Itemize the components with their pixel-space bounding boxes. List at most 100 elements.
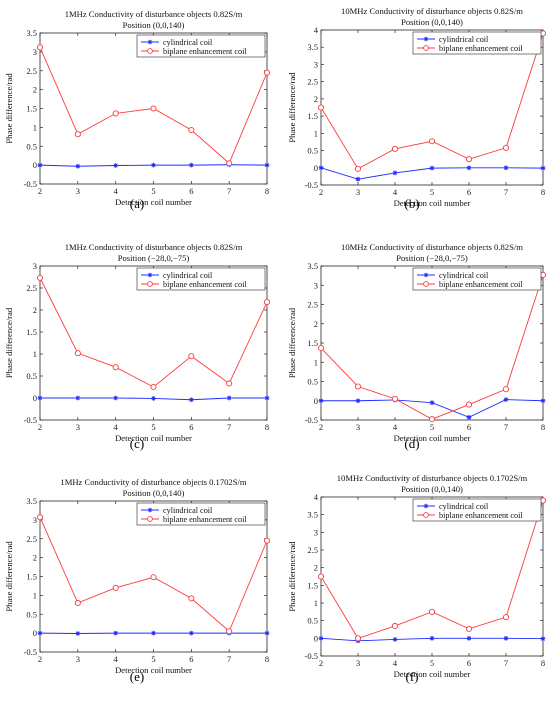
x-tick-label: 6 (189, 654, 193, 664)
data-point-0-3 (429, 165, 435, 171)
legend-box (412, 31, 542, 55)
legend-marker-0 (423, 272, 429, 278)
data-point-0-4 (466, 635, 472, 641)
legend-label-0: cylindrical coil (163, 38, 213, 47)
legend-box (136, 267, 266, 291)
x-tick-label: 2 (319, 658, 323, 668)
legend-marker-0 (423, 503, 429, 509)
x-tick-label: 7 (504, 658, 508, 668)
x-tick-label: 4 (114, 186, 119, 196)
legend-label-1: biplane enhancement coil (439, 511, 523, 520)
x-tick-label: 3 (76, 422, 80, 432)
y-tick-label: 2 (314, 319, 318, 329)
data-point-1-4 (188, 353, 195, 360)
x-tick-label: 4 (393, 658, 398, 668)
y-tick-label: -0.5 (24, 179, 37, 189)
y-tick-label: 3.5 (26, 496, 37, 506)
data-point-0-6 (540, 636, 546, 642)
data-point-1-4 (465, 156, 473, 163)
data-point-0-4 (466, 414, 472, 420)
y-tick-label: 1 (314, 357, 318, 367)
y-tick-label: 3 (314, 59, 318, 69)
chart-title: 10MHz Conductivity of disturbance object… (341, 242, 523, 252)
y-axis-label: Phase difference/rad (4, 541, 14, 612)
data-point-0-2 (113, 395, 119, 401)
chart-subtitle: Position (−28,0,−75) (118, 253, 190, 263)
chart-title: 1MHz Conductivity of disturbance objects… (60, 477, 246, 487)
x-tick-label: 6 (189, 186, 193, 196)
y-tick-label: 2.5 (26, 534, 37, 544)
x-axis-label: Detection coil number (115, 433, 192, 443)
x-tick-label: 8 (541, 658, 545, 668)
data-point-0-3 (429, 635, 435, 641)
data-point-1-3 (150, 105, 157, 112)
chart-title: 10MHz Conductivity of disturbance object… (341, 6, 523, 16)
y-tick-label: 2.5 (26, 66, 37, 76)
data-point-0-6 (264, 162, 270, 168)
data-point-0-5 (503, 635, 509, 641)
data-point-1-6 (263, 299, 271, 306)
y-tick-label: 2 (314, 94, 318, 104)
y-tick-label: 0.5 (26, 371, 37, 381)
y-tick-label: 0 (33, 393, 37, 403)
panel-label: (e) (130, 669, 144, 684)
y-tick-label: 1.5 (307, 338, 318, 348)
legend-box (136, 502, 266, 526)
chart-subtitle: Position (0,0,140) (123, 488, 185, 498)
y-tick-label: 0.5 (26, 609, 37, 619)
x-tick-label: 3 (76, 654, 80, 664)
x-tick-label: 7 (504, 422, 508, 432)
chart-title: 1MHz Conductivity of disturbance objects… (65, 242, 243, 252)
data-point-1-1 (354, 383, 362, 390)
x-tick-label: 5 (151, 654, 155, 664)
data-point-0-0 (37, 630, 43, 636)
y-tick-label: 3 (33, 261, 37, 271)
series-line-1 (320, 274, 544, 420)
data-point-0-6 (264, 395, 270, 401)
y-tick-label: 3 (314, 280, 318, 290)
chart-subtitle: Position (−28,0,−75) (396, 253, 468, 263)
data-point-0-4 (188, 630, 194, 636)
x-tick-label: 5 (151, 186, 155, 196)
chart-panel-3: 10MHz Conductivity of disturbance object… (287, 242, 547, 451)
x-tick-label: 6 (467, 422, 471, 432)
panel-label: (a) (130, 196, 144, 211)
x-tick-label: 6 (467, 658, 471, 668)
data-point-0-5 (503, 397, 509, 402)
panel-label: (d) (404, 436, 419, 451)
x-axis-label: Detection coil number (115, 197, 192, 207)
y-tick-label: 4 (314, 492, 319, 502)
data-point-1-5 (226, 628, 233, 635)
data-point-0-0 (37, 395, 43, 401)
legend-label-0: cylindrical coil (163, 506, 213, 515)
y-tick-label: 4 (314, 25, 319, 35)
legend-marker-1 (147, 48, 153, 54)
x-tick-label: 4 (114, 422, 119, 432)
y-axis-label: Phase difference/rad (287, 541, 297, 612)
data-point-1-1 (74, 131, 81, 138)
y-tick-label: -0.5 (24, 647, 37, 657)
data-point-1-0 (317, 573, 325, 580)
data-point-1-4 (188, 126, 195, 134)
y-axis-label: Phase difference/rad (4, 73, 14, 144)
x-tick-label: 5 (430, 187, 434, 197)
x-tick-label: 4 (393, 187, 398, 197)
y-tick-label: 3.5 (307, 510, 318, 520)
y-tick-label: 1.5 (307, 111, 318, 121)
y-axis-label: Phase difference/rad (287, 72, 297, 143)
legend-box (412, 267, 542, 291)
legend-label-1: biplane enhancement coil (163, 515, 247, 524)
panel-label: (c) (130, 436, 144, 451)
chart-title: 10MHz Conductivity of disturbance object… (337, 473, 528, 483)
y-tick-label: 0 (33, 628, 37, 638)
x-tick-label: 6 (189, 422, 193, 432)
data-point-0-0 (318, 398, 324, 404)
x-tick-label: 7 (227, 186, 231, 196)
y-tick-label: -0.5 (305, 415, 318, 425)
data-point-0-2 (392, 636, 398, 642)
data-point-1-6 (263, 537, 271, 544)
